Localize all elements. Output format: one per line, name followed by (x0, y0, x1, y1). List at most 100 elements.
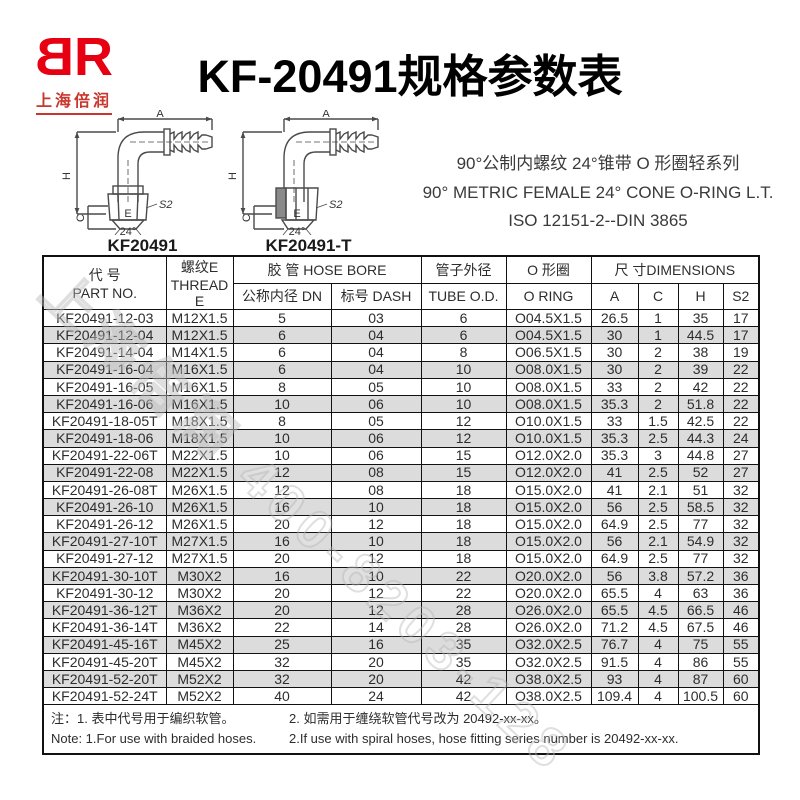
dim-c-label: C (75, 214, 87, 222)
table-cell: 24 (330, 687, 422, 706)
fitting-drawing-kf20491-t: A H C E 24° S2 (226, 108, 391, 238)
table-cell: 71.2 (590, 618, 639, 637)
table-cell: 38 (677, 343, 724, 362)
table-cell: M27X1.5 (165, 549, 234, 568)
table-cell: 66.5 (677, 601, 724, 620)
table-cell: 65.5 (590, 583, 639, 603)
table-cell: 22 (722, 412, 760, 431)
table-cell: 27 (722, 446, 760, 465)
table-row: KF20491-22-06T M22X1.5 10 06 15 O12.0X2.0 35.3… (42, 446, 760, 465)
table-cell: 77 (677, 549, 724, 568)
table-cell: O20.0X2.0 (505, 583, 592, 603)
table-cell: 05 (330, 412, 422, 431)
table-cell: 20 (232, 583, 332, 603)
table-cell: 22 (420, 566, 507, 586)
table-cell: M26X1.5 (165, 480, 234, 500)
table-cell: 30 (590, 326, 639, 345)
table-cell: O15.0X2.0 (505, 480, 592, 500)
table-cell: 60 (722, 669, 760, 689)
table-cell: 06 (330, 394, 422, 414)
table-row: KF20491-30-12 M30X2 20 12 22 O20.0X2.0 65.5 4 63… (42, 583, 760, 603)
table-cell: 93 (590, 669, 639, 689)
table-cell: 2 (637, 377, 679, 396)
table-cell: 28 (420, 618, 507, 637)
table-cell: 10 (232, 429, 332, 448)
table-cell: 109.4 (590, 687, 639, 706)
table-row: KF20491-27-10T M27X1.5 16 10 18 O15.0X2.0 56 2.… (42, 532, 760, 551)
note-line-cn: 注：1. 表中代号用于编织软管。 2. 如需用于缠绕软管代号改为 20492-x… (51, 711, 547, 727)
table-cell: 91.5 (590, 652, 639, 671)
table-cell: 1 (637, 308, 679, 328)
table-cell: 46 (722, 601, 760, 620)
table-cell: 18 (420, 549, 507, 568)
brand-logo-icon: BR (22, 27, 126, 87)
table-cell: 32 (722, 480, 760, 500)
col-header-dim-c: C (637, 282, 679, 311)
table-cell: 15 (420, 446, 507, 465)
table-cell: 42 (420, 687, 507, 706)
table-row: KF20491-30-10T M30X2 16 10 22 O20.0X2.0 56 3.8 5… (42, 566, 760, 586)
table-cell: M22X1.5 (165, 463, 234, 482)
table-cell: 42.5 (677, 412, 724, 431)
table-cell: KF20491-22-08 (42, 463, 167, 482)
table-cell: M52X2 (165, 669, 234, 689)
table-row: KF20491-45-16T M45X2 25 16 35 O32.0X2.5 76.7 4 7… (42, 635, 760, 654)
table-cell: 16 (232, 498, 332, 517)
table-cell: M14X1.5 (165, 343, 234, 362)
table-cell: 64.9 (590, 549, 639, 568)
col-header-o-ring-cn: O 形圈 (505, 255, 592, 284)
table-cell: 32 (722, 549, 760, 568)
dim-a-label: A (322, 110, 330, 120)
table-cell: 35 (420, 635, 507, 654)
notes-row: 注：1. 表中代号用于编织软管。 2. 如需用于缠绕软管代号改为 20492-x… (42, 704, 760, 755)
table-cell: 32 (722, 498, 760, 517)
table-cell: 56 (590, 532, 639, 551)
table-cell: 41 (590, 463, 639, 482)
table-notes: 注：1. 表中代号用于编织软管。 2. 如需用于缠绕软管代号改为 20492-x… (42, 704, 760, 755)
dim-angle-label: 24° (120, 226, 137, 236)
table-cell: 06 (330, 446, 422, 465)
col-header-dn: 公称内径 DN (232, 282, 332, 311)
table-cell: 18 (420, 480, 507, 500)
table-row: KF20491-22-08 M22X1.5 12 08 15 O12.0X2.0 41 2.5… (42, 463, 760, 482)
table-cell: 10 (330, 566, 422, 586)
table-cell: M26X1.5 (165, 498, 234, 517)
table-cell: KF20491-30-10T (42, 566, 167, 586)
table-cell: M45X2 (165, 635, 234, 654)
table-cell: KF20491-14-04 (42, 343, 167, 362)
table-cell: 25 (232, 635, 332, 654)
table-cell: 32 (232, 652, 332, 671)
table-cell: 30 (590, 360, 639, 379)
table-cell: 27 (722, 463, 760, 482)
table-cell: 20 (232, 549, 332, 568)
table-row: KF20491-16-05 M16X1.5 8 05 10 O08.0X1.5 33 2 42 2… (42, 377, 760, 396)
table-cell: 22 (722, 377, 760, 396)
dim-a-label: A (156, 110, 164, 120)
table-cell: M36X2 (165, 618, 234, 637)
table-cell: 3 (637, 446, 679, 465)
table-cell: 30 (590, 343, 639, 362)
table-cell: 56 (590, 498, 639, 517)
table-cell: 10 (232, 394, 332, 414)
table-cell: 4 (637, 687, 679, 706)
logo-letter-r: R (74, 27, 113, 87)
table-cell: 10 (330, 532, 422, 551)
table-cell: 28 (420, 601, 507, 620)
table-cell: 22 (232, 618, 332, 637)
table-cell: M12X1.5 (165, 326, 234, 345)
table-cell: M30X2 (165, 566, 234, 586)
description-line-cn: 90°公制内螺纹 24°锥带 O 形圈轻系列 (456, 154, 740, 173)
table-cell: 4 (637, 652, 679, 671)
table-cell: 10 (232, 446, 332, 465)
table-cell: 58.5 (677, 498, 724, 517)
table-cell: 32 (722, 515, 760, 534)
table-cell: 86 (677, 652, 724, 671)
table-cell: KF20491-18-05T (42, 412, 167, 431)
table-cell: KF20491-26-12 (42, 515, 167, 534)
table-cell: O26.0X2.0 (505, 618, 592, 637)
table-cell: 03 (330, 308, 422, 328)
table-cell: 10 (420, 377, 507, 396)
col-header-dimensions: 尺 寸DIMENSIONS (590, 255, 760, 284)
table-cell: KF20491-45-20T (42, 652, 167, 671)
table-cell: M27X1.5 (165, 532, 234, 551)
